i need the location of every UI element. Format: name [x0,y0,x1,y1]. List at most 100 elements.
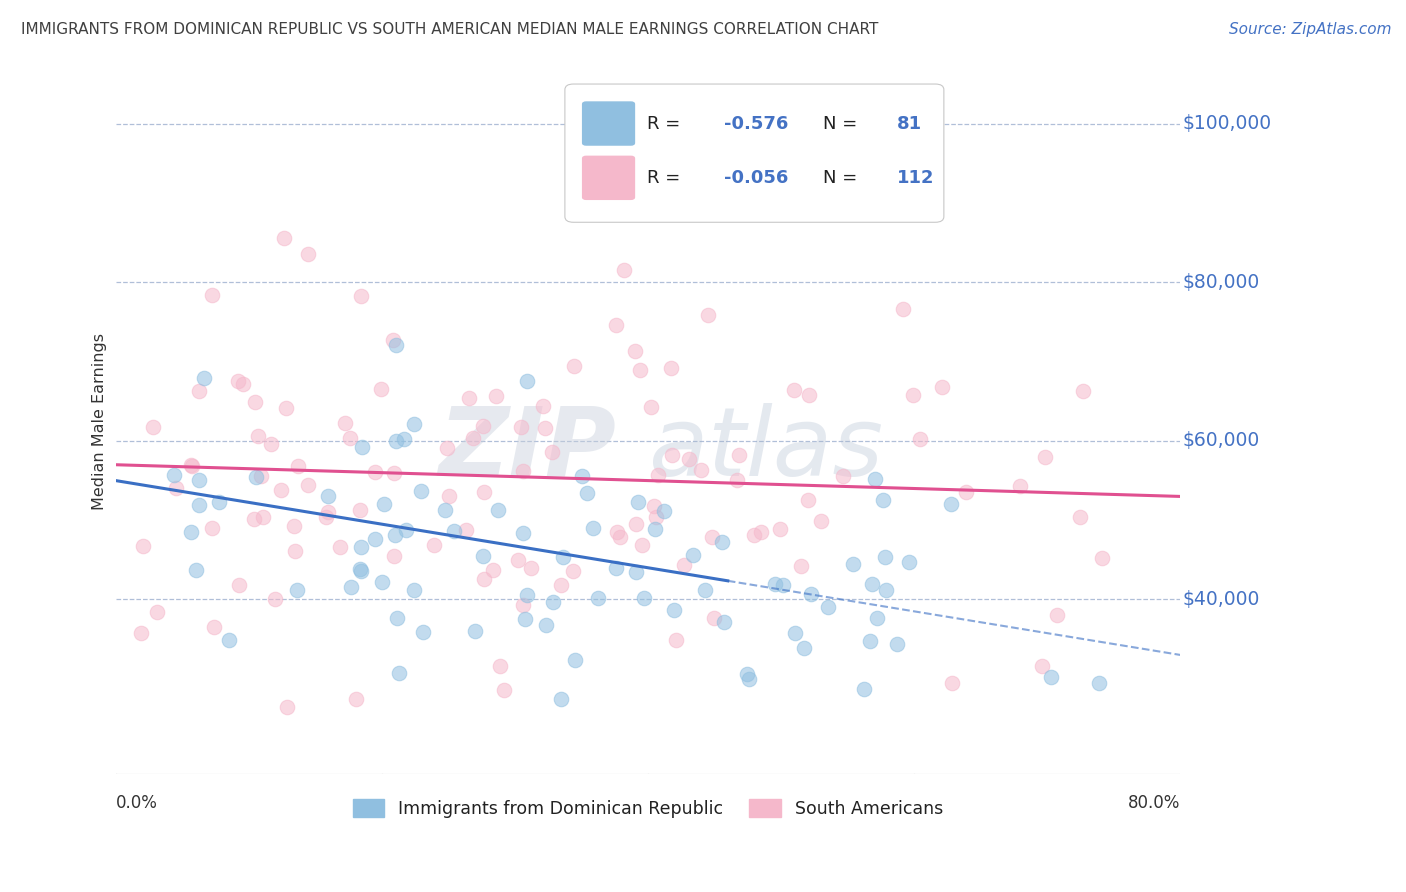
Point [350,564,373,578]
Point [1008,479,1031,493]
Point [898,555,921,569]
Point [586,591,609,606]
Point [633,591,655,605]
Point [512,599,534,613]
Point [395,523,418,537]
Point [582,520,605,534]
Point [609,530,631,544]
Point [772,578,794,592]
Point [866,611,889,625]
Point [382,466,405,480]
Point [700,530,723,544]
Point [513,612,536,626]
Point [672,558,695,573]
Point [180,459,202,474]
Point [550,691,572,706]
Point [329,541,352,555]
Point [412,624,434,639]
Point [316,489,339,503]
Point [512,464,534,478]
Point [297,478,319,492]
Point [1033,450,1056,464]
Point [381,333,404,347]
Point [769,522,792,536]
Point [392,433,415,447]
Point [382,549,405,563]
Point [492,682,515,697]
Point [643,499,665,513]
Point [742,528,765,542]
Point [534,420,557,434]
Point [218,632,240,647]
Point [875,583,897,598]
Point [273,230,295,244]
Point [832,468,855,483]
Point [749,524,772,539]
Point [472,418,495,433]
Point [613,262,636,277]
Point [710,535,733,549]
Point [661,449,683,463]
Text: 0.0%: 0.0% [115,794,157,812]
Point [931,379,953,393]
Point [284,544,307,558]
Point [252,510,274,524]
Point [454,523,477,537]
Point [605,318,627,333]
Point [564,653,586,667]
Point [703,610,725,624]
Y-axis label: Median Male Earnings: Median Male Earnings [93,333,107,509]
Text: 80.0%: 80.0% [1128,794,1180,812]
Point [571,468,593,483]
Point [371,574,394,589]
Point [349,562,371,576]
Legend: Immigrants from Dominican Republic, South Americans: Immigrants from Dominican Republic, Sout… [346,792,949,825]
Point [605,561,627,575]
Point [472,484,495,499]
Point [163,468,186,483]
Point [344,691,367,706]
Point [270,483,292,497]
Point [800,587,823,601]
Point [472,549,495,563]
FancyBboxPatch shape [565,84,943,222]
Point [941,675,963,690]
Point [541,445,564,459]
Point [208,495,231,509]
Point [1031,658,1053,673]
Point [486,503,509,517]
Point [333,416,356,430]
Point [1091,550,1114,565]
Point [316,505,339,519]
Point [350,541,373,555]
Point [842,558,865,572]
Point [339,431,361,445]
Point [799,388,821,402]
Point [387,611,409,625]
Point [404,417,426,432]
Point [201,521,224,535]
Point [184,563,207,577]
Point [783,626,806,640]
Point [1069,509,1091,524]
Text: $40,000: $40,000 [1182,590,1260,609]
Point [531,399,554,413]
Point [187,384,209,399]
Point [793,640,815,655]
Point [891,301,914,316]
Point [627,495,650,509]
Text: $100,000: $100,000 [1182,114,1271,134]
Point [384,528,406,542]
Point [472,572,495,586]
Point [364,465,387,479]
Point [443,524,465,539]
Point [409,483,432,498]
Point [553,550,575,565]
Point [349,502,371,516]
Text: $60,000: $60,000 [1182,432,1260,450]
FancyBboxPatch shape [582,102,636,145]
Point [187,473,209,487]
Text: -0.576: -0.576 [724,114,787,133]
Point [606,524,628,539]
Point [872,492,894,507]
